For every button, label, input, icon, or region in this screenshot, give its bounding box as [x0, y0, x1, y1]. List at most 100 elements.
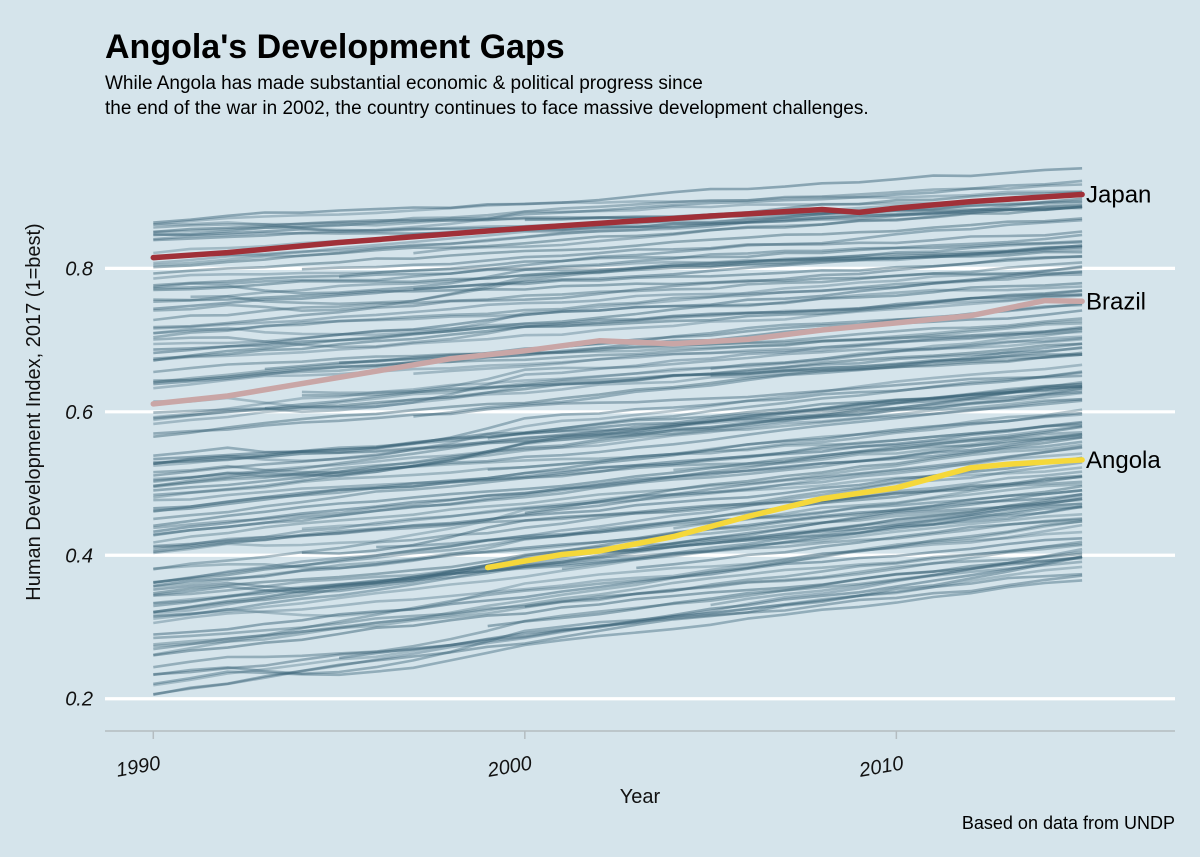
country-line — [153, 520, 1083, 651]
series-line-japan — [150, 191, 1085, 261]
country-line — [153, 497, 1083, 591]
country-line — [153, 167, 1083, 224]
country-line — [153, 255, 1083, 329]
series-line-brazil — [150, 297, 1085, 407]
country-line — [153, 492, 1083, 614]
country-line — [153, 205, 1083, 269]
country-line — [153, 266, 1083, 337]
country-line — [636, 518, 1083, 570]
country-line — [153, 517, 1083, 597]
country-line — [153, 445, 1083, 551]
country-line — [153, 205, 1083, 242]
country-line — [153, 391, 1083, 467]
country-line — [153, 322, 1083, 384]
country-line — [153, 440, 1083, 536]
country-line — [413, 342, 1083, 418]
country-line — [153, 270, 1083, 339]
country-line — [153, 432, 1083, 537]
country-line — [153, 579, 1083, 686]
country-line — [487, 552, 1083, 628]
chart-subtitle-line-2: the end of the war in 2002, the country … — [105, 98, 869, 119]
country-line — [153, 423, 1083, 489]
country-line — [153, 422, 1083, 521]
country-line — [524, 540, 1083, 608]
country-line — [153, 397, 1083, 481]
country-line — [153, 239, 1083, 287]
country-line — [413, 202, 1083, 255]
series-label-angola: Angola — [1086, 447, 1161, 474]
country-line — [524, 436, 1083, 515]
country-line — [153, 319, 1083, 382]
country-line — [153, 206, 1083, 265]
country-line — [153, 385, 1083, 466]
country-line — [153, 489, 1083, 614]
country-line — [153, 197, 1083, 234]
y-tick-label: 0.4 — [65, 545, 93, 567]
country-line — [153, 294, 1083, 362]
country-line — [413, 330, 1083, 375]
country-line — [153, 547, 1083, 696]
country-line — [153, 537, 1083, 636]
country-line — [561, 502, 1083, 571]
country-line — [153, 293, 1083, 346]
country-line — [153, 271, 1083, 302]
country-line — [153, 371, 1083, 457]
country-line — [153, 456, 1083, 554]
country-line — [153, 351, 1083, 438]
country-line — [153, 261, 1083, 322]
country-line — [153, 327, 1083, 390]
country-line — [153, 386, 1083, 488]
country-line — [153, 353, 1083, 409]
country-line — [153, 317, 1083, 374]
country-line — [153, 285, 1083, 335]
country-line — [153, 244, 1083, 306]
country-line — [153, 433, 1083, 513]
series-label-brazil: Brazil — [1086, 288, 1146, 315]
country-line — [301, 353, 1083, 397]
country-line — [153, 250, 1083, 292]
y-tick-label: 0.2 — [65, 689, 93, 711]
y-gridlines — [105, 266, 1175, 701]
country-line — [153, 470, 1083, 584]
country-line — [153, 245, 1083, 311]
country-line — [153, 387, 1083, 492]
country-line — [673, 433, 1083, 472]
series-label-japan: Japan — [1086, 182, 1151, 209]
country-line — [153, 504, 1083, 618]
country-line — [153, 179, 1083, 237]
country-line — [153, 289, 1083, 360]
country-line — [153, 200, 1083, 261]
country-line — [153, 273, 1083, 330]
country-line — [153, 431, 1083, 530]
country-line — [153, 241, 1083, 289]
country-line — [153, 342, 1083, 420]
series-line-angola — [484, 457, 1085, 571]
country-line — [153, 550, 1083, 640]
country-line — [153, 363, 1083, 466]
country-line — [153, 484, 1083, 595]
country-line — [153, 205, 1083, 237]
country-line — [153, 572, 1083, 677]
country-line — [487, 413, 1083, 471]
country-line — [264, 325, 1083, 414]
y-tick-label: 0.6 — [65, 402, 94, 424]
country-line — [710, 329, 1083, 371]
country-line — [153, 399, 1083, 497]
country-line — [153, 555, 1083, 669]
country-line — [153, 446, 1083, 548]
country-line — [153, 408, 1083, 499]
country-line — [153, 383, 1083, 475]
country-line — [153, 498, 1083, 588]
country-line — [153, 555, 1083, 696]
y-axis-ticks: 0.2 0.4 0.6 0.8 — [65, 258, 94, 710]
country-line — [153, 530, 1083, 620]
country-line — [153, 384, 1083, 461]
country-line — [153, 424, 1083, 502]
country-line — [153, 411, 1083, 512]
country-line — [153, 327, 1083, 384]
country-line — [153, 281, 1083, 362]
country-line — [153, 338, 1083, 422]
country-line — [153, 293, 1083, 351]
x-axis-title: Year — [620, 786, 661, 808]
